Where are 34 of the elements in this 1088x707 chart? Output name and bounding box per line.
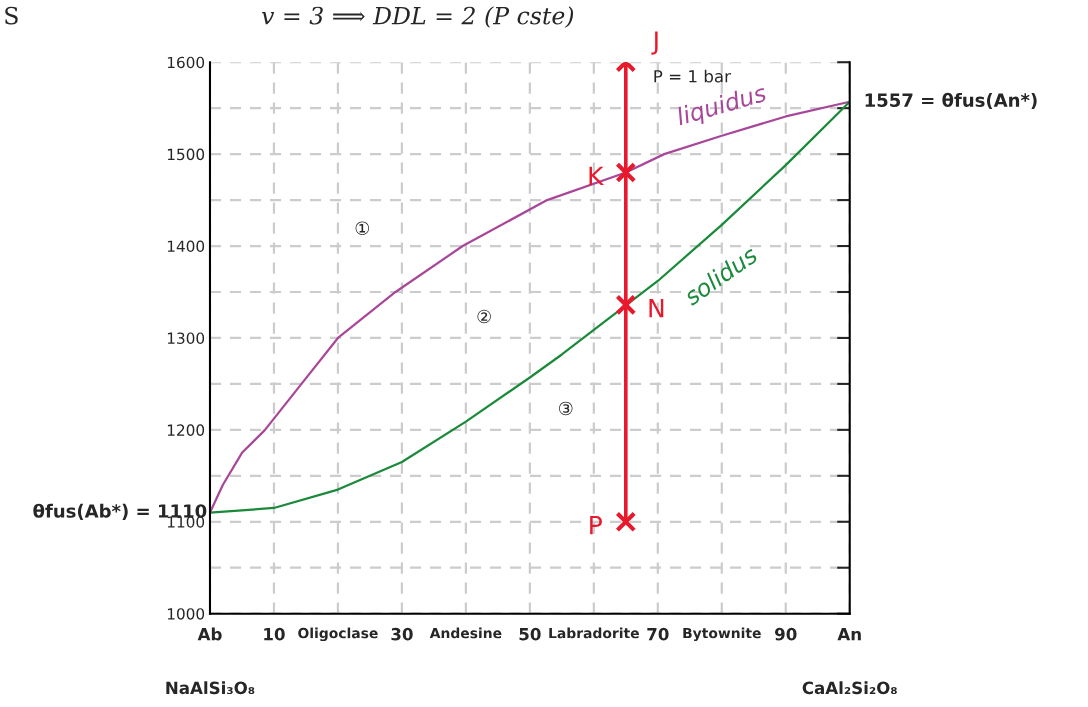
annotation: P = 1 bar bbox=[654, 69, 731, 83]
text: NaAlSi₃O₈ bbox=[166, 681, 255, 695]
point bbox=[615, 162, 637, 183]
y-tick-label: 1000 bbox=[167, 608, 205, 620]
y-tick-label: 1600 bbox=[167, 56, 205, 69]
point bbox=[615, 511, 637, 533]
x-tick-label: 70 bbox=[647, 627, 669, 641]
x-tick-label: An bbox=[837, 628, 861, 641]
text: S bbox=[5, 6, 18, 25]
text: CaAl₂Si₂O₈ bbox=[802, 681, 897, 695]
x-tick-label: Ab bbox=[197, 627, 222, 641]
point bbox=[615, 294, 637, 316]
annotation: ③ bbox=[559, 401, 573, 416]
x-tick-label: Oligoclase bbox=[298, 627, 378, 642]
x-tick-label: 30 bbox=[391, 627, 413, 641]
annotation: ① bbox=[355, 221, 370, 235]
y-tick-label: 1300 bbox=[167, 332, 205, 344]
y-tick-label: 1400 bbox=[167, 240, 205, 253]
x-tick-label: Bytownite bbox=[683, 627, 761, 642]
chart-title: v = 3 ⟹ DDL = 2 (P cste) bbox=[262, 6, 574, 28]
y-tick-label: 1500 bbox=[167, 148, 205, 161]
data-label: K bbox=[589, 166, 604, 185]
data-label: J bbox=[651, 31, 658, 55]
x-tick-label: 90 bbox=[775, 627, 797, 641]
data-label: N bbox=[649, 299, 664, 318]
text: liquidus bbox=[675, 83, 769, 130]
annotation: 1557 = θfus(An*) bbox=[865, 92, 1037, 110]
y-tick-label: 1200 bbox=[167, 424, 205, 436]
data-label: P bbox=[590, 515, 602, 535]
x-tick-label: Labradorite bbox=[549, 627, 639, 639]
x-tick-label: 10 bbox=[264, 627, 285, 641]
annotation: ② bbox=[477, 309, 491, 324]
x-tick-label: Andesine bbox=[429, 627, 502, 639]
x-tick-label: 50 bbox=[519, 627, 541, 641]
